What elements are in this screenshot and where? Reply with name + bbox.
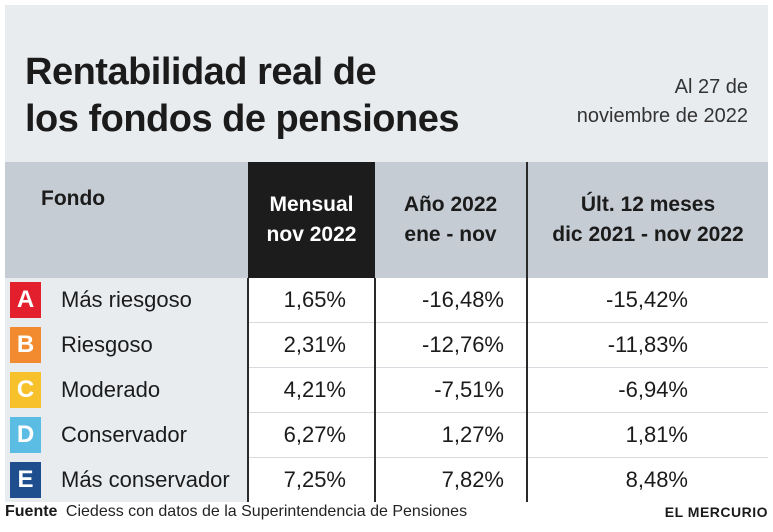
table-row: B Riesgoso 2,31% -12,76% -11,83% [5,322,768,368]
column-header-ult12: Últ. 12 meses dic 2021 - nov 2022 [527,162,768,278]
footer: Fuente Ciedess con datos de la Superinte… [5,500,768,524]
brand-logo: EL MERCURIO [664,504,768,520]
column-header-line: Mensual [269,193,354,216]
table-row: C Moderado 4,21% -7,51% -6,94% [5,367,768,413]
column-header-line: nov 2022 [266,223,357,246]
table-row: A Más riesgoso 1,65% -16,48% -15,42% [5,278,768,323]
column-header-line: ene - nov [404,223,497,246]
value-ult12: 1,81% [527,412,768,458]
value-ult12: -15,42% [527,278,768,323]
title-line-1: Rentabilidad real de [25,51,377,93]
date-line-1: Al 27 de [674,76,748,98]
fund-cell: B Riesgoso [5,322,248,368]
fund-cell: C Moderado [5,367,248,413]
date-label: Al 27 de noviembre de 2022 [577,73,748,131]
column-header-fondo: Fondo [5,162,248,278]
fund-name: Riesgoso [61,332,153,357]
fund-cell: D Conservador [5,412,248,458]
fund-cell: A Más riesgoso [5,278,248,323]
title-line-2: los fondos de pensiones [25,98,460,140]
column-header-line: Fondo [41,187,106,210]
fund-letter-badge: A [10,282,41,319]
column-header-line: Últ. 12 meses [580,193,716,216]
fund-letter-badge: D [10,417,41,453]
column-header-line: Año 2022 [403,193,498,216]
table-body: A Más riesgoso 1,65% -16,48% -15,42% B Riesgos… [5,278,768,502]
source-text: Ciedess con datos de la Superintendencia… [65,503,468,520]
fund-name: Moderado [61,377,161,402]
column-header-anio: Año 2022 ene - nov [375,162,528,278]
table-header-row: Fondo Mensual nov 2022 Año 2022 ene - no… [5,162,768,278]
date-line-2: noviembre de 2022 [576,105,748,127]
fund-letter-badge: E [10,461,41,498]
value-mensual: 4,21% [247,367,376,413]
fund-letter-badge: B [10,327,41,363]
value-ult12: 8,48% [527,457,768,502]
value-anio: -7,51% [375,367,528,413]
value-anio: -16,48% [375,278,528,323]
value-mensual: 1,65% [247,278,376,323]
value-anio: 1,27% [375,412,528,458]
table-row: D Conservador 6,27% 1,27% 1,81% [5,412,768,458]
fund-name: Más conservador [61,466,230,492]
returns-table: Fondo Mensual nov 2022 Año 2022 ene - no… [5,162,768,502]
infographic-card: Rentabilidad real de los fondos de pensi… [5,5,768,502]
fund-name: Conservador [61,422,187,447]
fund-cell: E Más conservador [5,457,248,502]
table-row: E Más conservador 7,25% 7,82% 8,48% [5,457,768,502]
value-ult12: -11,83% [527,322,768,368]
value-mensual: 2,31% [247,322,376,368]
source-label: Fuente [5,503,58,520]
column-header-line: dic 2021 - nov 2022 [552,223,744,246]
value-ult12: -6,94% [527,367,768,413]
value-anio: 7,82% [375,457,528,502]
column-header-mensual: Mensual nov 2022 [248,162,375,278]
page-title: Rentabilidad real de los fondos de pensi… [25,49,460,143]
fund-name: Más riesgoso [61,287,192,313]
value-mensual: 6,27% [247,412,376,458]
value-mensual: 7,25% [247,457,376,502]
fund-letter-badge: C [10,372,41,408]
value-anio: -12,76% [375,322,528,368]
